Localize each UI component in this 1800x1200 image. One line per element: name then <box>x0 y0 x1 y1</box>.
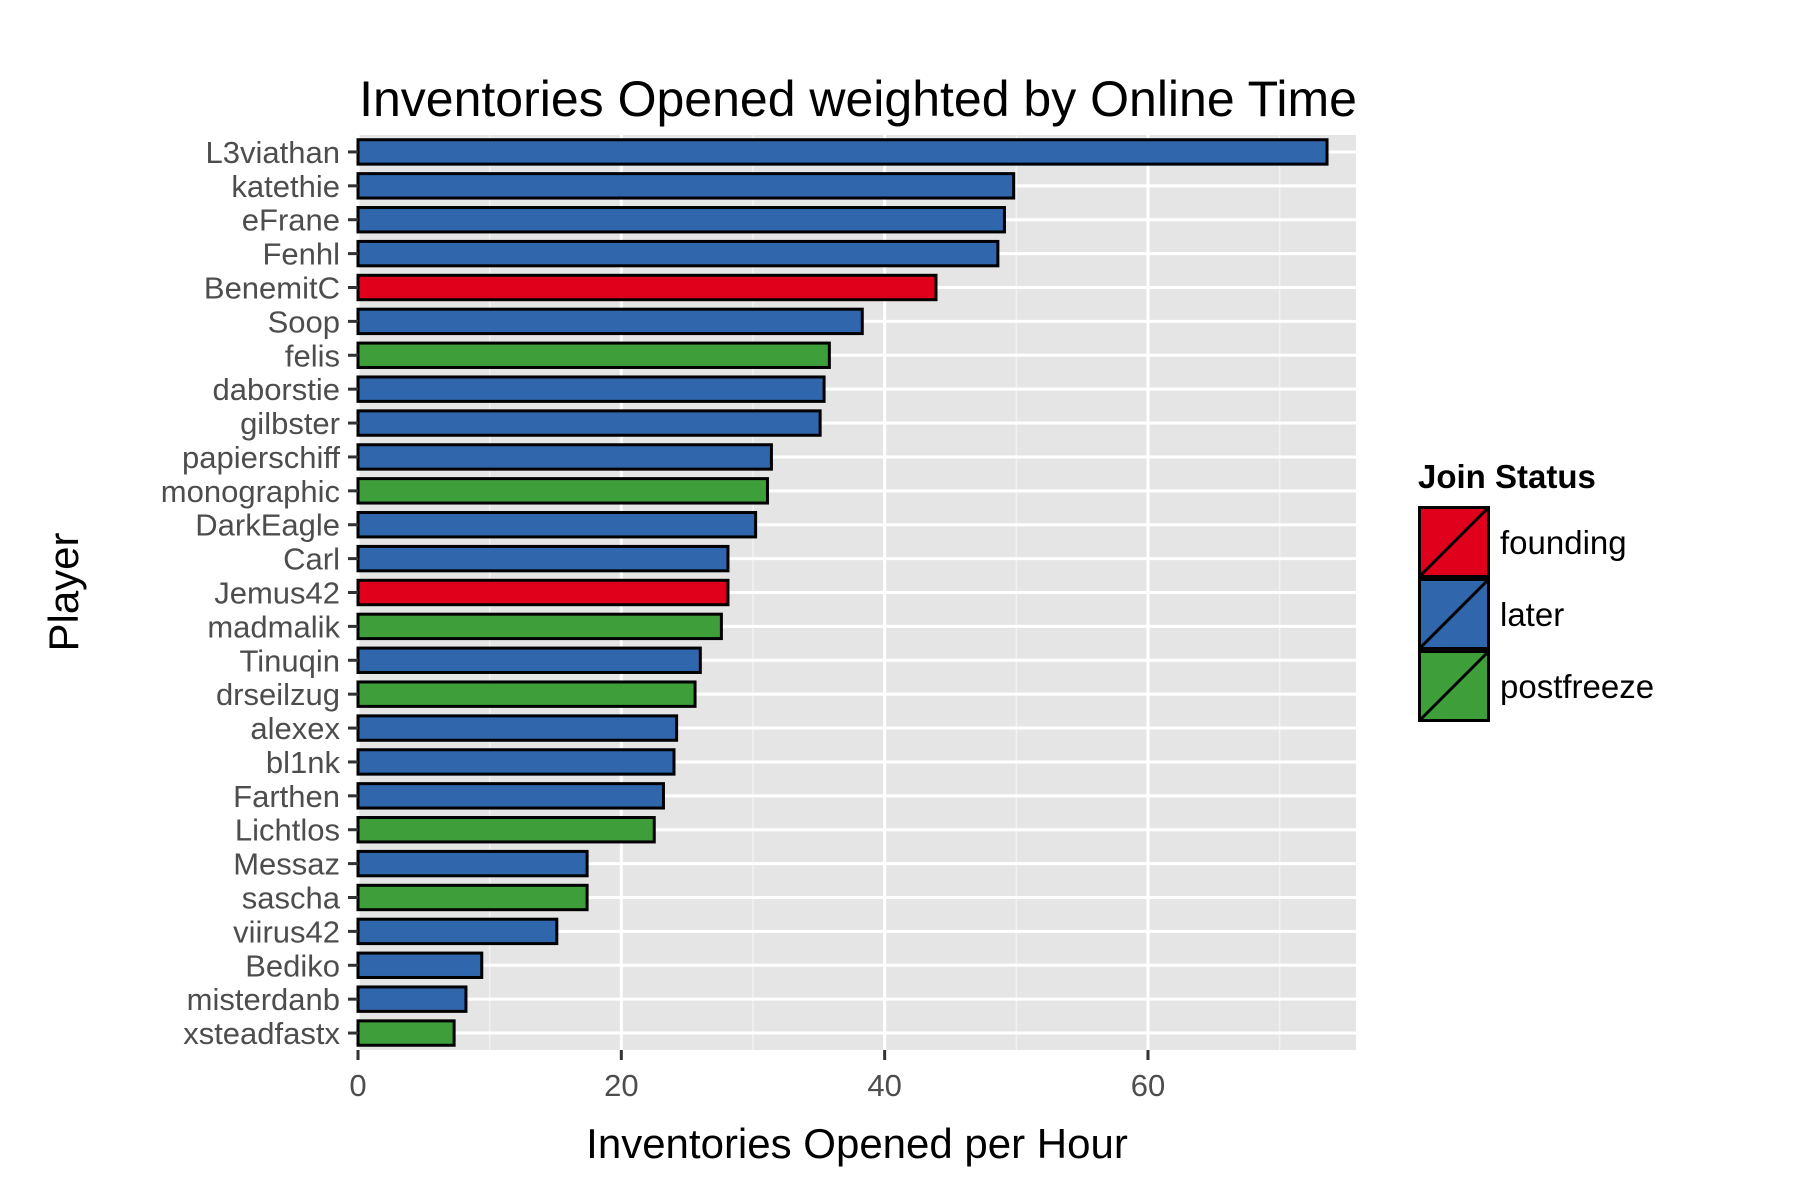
bar-katethie <box>356 172 1016 200</box>
y-tick-label: monographic <box>161 474 340 509</box>
legend-label-founding: founding <box>1500 524 1627 561</box>
bar-BenemitC <box>356 273 938 302</box>
bar-papierschiff <box>356 443 773 471</box>
x-axis-title: Inventories Opened per Hour <box>586 1120 1128 1167</box>
bar-Tinuqin <box>356 646 702 674</box>
bar-misterdanb <box>356 985 468 1013</box>
x-axis: 0 20 40 60 <box>349 1050 1165 1103</box>
y-tick-label: BenemitC <box>204 271 340 306</box>
bar-Soop <box>356 307 864 336</box>
y-tick-label: viirus42 <box>233 914 340 949</box>
bar-viirus42 <box>356 917 559 946</box>
bar-Jemus42 <box>356 578 730 607</box>
y-tick-label: L3viathan <box>206 135 340 170</box>
legend-swatch-slash <box>1418 506 1490 578</box>
legend-title: Join Status <box>1418 458 1596 495</box>
legend-label-postfreeze: postfreeze <box>1500 668 1654 705</box>
y-tick-label: felis <box>285 338 340 373</box>
x-tick-label: 0 <box>349 1068 366 1103</box>
y-tick-label: Farthen <box>233 779 340 814</box>
x-tick-label: 60 <box>1131 1068 1165 1103</box>
y-tick-label: madmalik <box>207 609 340 644</box>
y-tick-label: Lichtlos <box>235 813 340 848</box>
bar-madmalik <box>356 612 723 641</box>
y-tick-label: Fenhl <box>262 237 340 272</box>
chart-title: Inventories Opened weighted by Online Ti… <box>359 71 1357 127</box>
y-tick-label: gilbster <box>240 406 340 441</box>
y-tick-label: Soop <box>268 304 340 339</box>
y-tick-label: bl1nk <box>266 745 341 780</box>
legend-label-later: later <box>1500 596 1564 633</box>
y-tick-label: Tinuqin <box>239 643 340 678</box>
legend-swatch-slash <box>1418 578 1490 650</box>
y-tick-label: Jemus42 <box>214 576 340 611</box>
bar-Bediko <box>356 951 484 979</box>
bar-DarkEagle <box>356 511 758 539</box>
bar-drseilzug <box>356 680 697 708</box>
y-tick-label: Carl <box>283 542 340 577</box>
x-tick-label: 20 <box>604 1068 638 1103</box>
bar-eFrane <box>356 206 1006 234</box>
y-tick-label: Messaz <box>233 847 340 882</box>
y-tick-label: xsteadfastx <box>183 1016 340 1051</box>
bar-xsteadfastx <box>356 1019 456 1047</box>
y-tick-label: katethie <box>231 169 340 204</box>
bar-Farthen <box>356 782 665 810</box>
bar-felis <box>356 341 831 369</box>
y-axis: L3viathankatethieeFraneFenhlBenemitCSoop… <box>161 135 358 1051</box>
bar-daborstie <box>356 375 826 403</box>
bar-Lichtlos <box>356 816 656 844</box>
y-tick-label: drseilzug <box>216 677 340 712</box>
y-tick-label: sascha <box>242 881 341 916</box>
y-tick-label: misterdanb <box>187 982 340 1017</box>
x-tick-label: 40 <box>867 1068 901 1103</box>
legend: Join Status founding later postfreeze <box>1418 458 1654 722</box>
y-tick-label: papierschiff <box>182 440 340 475</box>
legend-swatch-slash <box>1418 650 1490 722</box>
y-tick-label: daborstie <box>212 372 340 407</box>
bar-bl1nk <box>356 748 676 776</box>
legend-items: founding later postfreeze <box>1418 506 1654 722</box>
bar-L3viathan <box>356 138 1329 166</box>
bar-sascha <box>356 883 589 912</box>
y-tick-label: alexex <box>250 711 340 746</box>
y-tick-label: eFrane <box>242 203 340 238</box>
bar-Carl <box>356 544 730 573</box>
bar-gilbster <box>356 409 822 437</box>
y-tick-label: DarkEagle <box>195 508 340 543</box>
y-axis-title: Player <box>40 532 87 651</box>
y-tick-label: Bediko <box>245 948 340 983</box>
bar-alexex <box>356 714 679 742</box>
bar-Messaz <box>356 849 589 878</box>
bar-monographic <box>356 477 769 505</box>
bar-Fenhl <box>356 239 1000 268</box>
